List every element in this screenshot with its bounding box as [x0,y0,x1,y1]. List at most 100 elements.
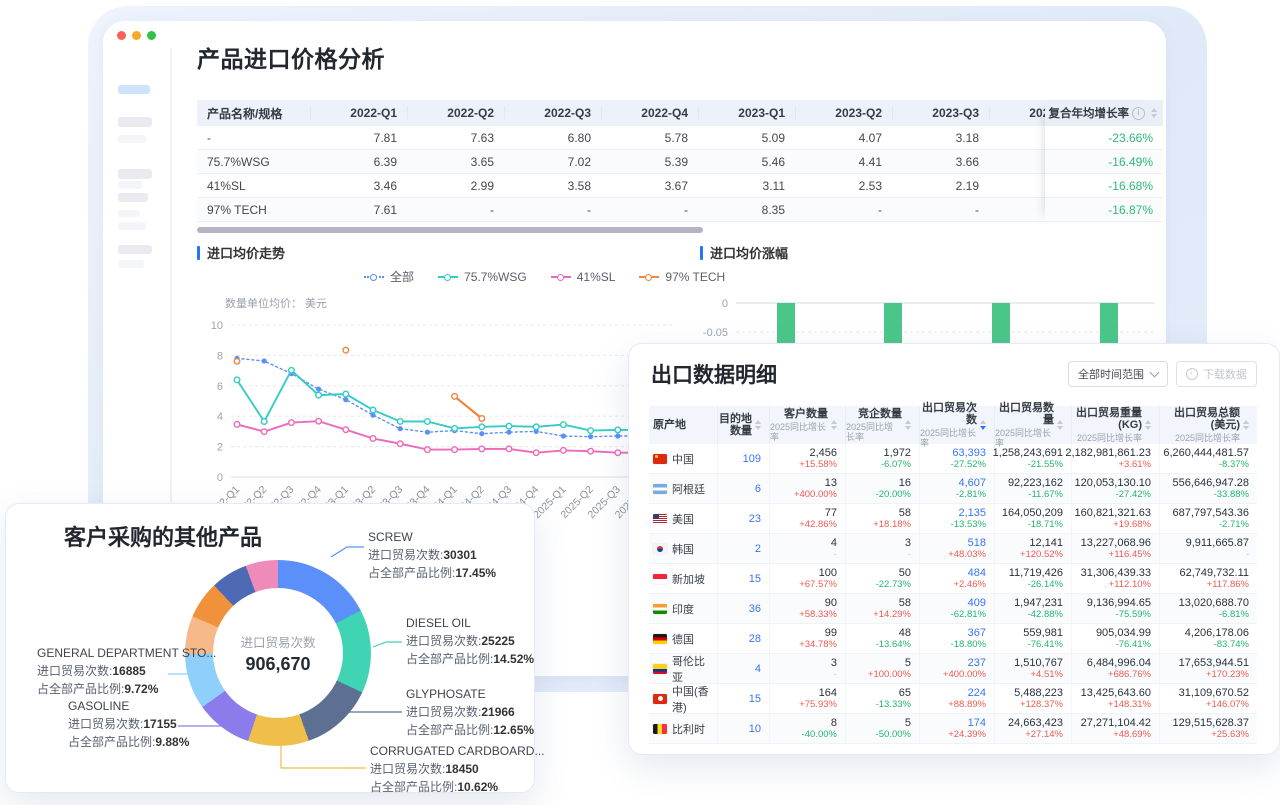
yoy-percent: - [833,669,837,680]
legend-item[interactable]: 41%SL [550,270,615,284]
legend-item[interactable]: 75.7%WSG [438,270,527,284]
slice-trades: 进口贸易次数:30301 [368,546,496,564]
slice-trades: 进口贸易次数:25225 [406,632,534,650]
sort-icon[interactable] [1243,420,1249,430]
column-header[interactable]: 2022-Q1 [310,106,407,120]
export-panel-header: 出口数据明细 全部时间范围 下载数据 [629,344,1279,397]
destination-count-link[interactable]: 36 [748,602,761,615]
column-header[interactable]: 2022-Q2 [407,106,504,120]
trade-times-link[interactable]: 518 [967,537,986,549]
value-cell: 1,510,767 +4.51% [994,654,1071,683]
time-range-select[interactable]: 全部时间范围 [1068,361,1168,387]
trade-times-link[interactable]: 409 [967,597,986,609]
legend-item[interactable]: 97% TECH [639,270,725,284]
cell-value: 16 [898,477,911,489]
column-header[interactable]: 目的地数量 [717,406,769,444]
value-cell: 224 +88.89% [919,684,994,713]
trade-times-link[interactable]: 63,393 [952,447,986,459]
column-header-sublabel: 2025同比增长率 [846,422,894,442]
maximize-window-icon[interactable] [147,31,156,40]
scrollbar-thumb[interactable] [197,227,703,233]
origin-cell: 比利时 [649,714,717,743]
origin-cell: 哥伦比亚 [649,654,717,684]
value-cell: 13,227,068.96 +116.45% [1071,534,1159,563]
trade-times-link[interactable]: 4,607 [958,477,986,489]
trade-times-link[interactable]: 2,135 [958,507,986,519]
yoy-percent: +24.39% [948,729,986,740]
yoy-percent: - [833,549,837,560]
cagr-cell: -16.87% [1045,198,1163,222]
column-header[interactable]: 2022-Q3 [504,106,601,120]
destination-count-link[interactable]: 10 [748,722,761,735]
column-header[interactable]: 出口贸易次数 2025同比增长率 [919,402,994,448]
value-cell: 92,223,162 -11.67% [994,474,1071,503]
export-panel-controls: 全部时间范围 下载数据 [1068,361,1257,387]
download-icon [1186,367,1198,380]
destination-count-link[interactable]: 6 [754,482,761,495]
yoy-percent: -21.55% [1027,459,1063,470]
value-cell: 237 +400.00% [919,654,994,683]
export-data-table: 原产地 目的地数量 客户数量 2025同比增长率 竞企数量 2025同比增长率 出口贸易次数… [649,402,1257,744]
destination-count-link[interactable]: 109 [742,452,761,465]
column-header[interactable]: 2023-Q1 [698,106,795,120]
sort-icon[interactable] [831,420,837,430]
trade-times-link[interactable]: 367 [967,627,986,639]
minimize-window-icon[interactable] [132,31,141,40]
destination-count-link[interactable]: 15 [748,692,761,705]
legend-marker [438,273,459,281]
sort-icon[interactable] [755,420,761,430]
value-cell: 559,981 -76.41% [994,624,1071,653]
cell-value: 9,136,994.65 [1086,597,1151,609]
column-header[interactable]: 产品名称/规格 [207,106,283,121]
column-header[interactable]: 出口贸易总额(美元) 2025同比增长率 [1159,406,1257,444]
column-header[interactable]: 出口贸易重量(KG) 2025同比增长率 [1071,406,1159,444]
flag-icon-co [653,663,667,674]
yoy-percent: +75.93% [799,699,837,710]
legend-item[interactable]: 全部 [364,268,414,285]
close-window-icon[interactable] [117,31,126,40]
sort-icon[interactable] [1057,420,1063,430]
yoy-percent: -42.88% [1027,609,1063,620]
cell-value: 556,646,947.28 [1172,477,1249,489]
destination-count-link[interactable]: 15 [748,572,761,585]
sort-icon[interactable] [1145,420,1151,430]
sort-icon[interactable] [1151,108,1157,118]
column-header[interactable]: 2022-Q4 [601,106,698,120]
yoy-percent: +116.45% [1108,549,1151,560]
column-header[interactable]: 客户数量 2025同比增长率 [769,406,845,444]
header-lines: 出口贸易数量 2025同比增长率 [995,402,1054,448]
data-point [315,417,323,425]
trade-times-link[interactable]: 224 [967,687,986,699]
header-lines: 目的地数量 [718,413,752,437]
column-header-label: 目的地数量 [719,413,752,437]
sort-down-caret [980,426,986,430]
yoy-percent: -76.41% [1115,639,1151,650]
slice-trades: 进口贸易次数:16885 [37,662,216,680]
product-name-cell: 97% TECH [207,202,267,217]
destination-count-link[interactable]: 4 [754,662,761,675]
skeleton-bar [118,117,152,127]
cagr-column-header[interactable]: 复合年均增长率 [1045,100,1163,126]
data-point [315,391,323,399]
donut-slice-label: GENERAL DEPARTMENT STO... 进口贸易次数:16885 占全部… [37,644,216,698]
column-header[interactable]: 2023-Q2 [795,106,892,120]
sort-down-caret [755,426,761,430]
destination-count-link[interactable]: 23 [748,512,761,525]
column-header[interactable]: 出口贸易数量 2025同比增长率 [994,402,1071,448]
value-cell: 1,972 -6.07% [845,444,919,473]
destination-count-link[interactable]: 28 [748,632,761,645]
trade-times-link[interactable]: 237 [967,657,986,669]
trade-times-link[interactable]: 484 [967,567,986,579]
window-controls [117,31,156,40]
column-header[interactable]: 2023-Q3 [892,106,989,120]
share-value: 9.72% [124,682,159,696]
change-chart-title-text: 进口均价涨幅 [710,246,789,261]
download-data-button[interactable]: 下载数据 [1176,361,1257,387]
column-header[interactable]: 2023-Q4 [989,106,1045,120]
sort-icon[interactable] [980,420,986,430]
destination-count-link[interactable]: 2 [754,542,761,555]
trade-times-link[interactable]: 174 [967,717,986,729]
slice-name: GLYPHOSATE [406,687,486,701]
column-header[interactable]: 竞企数量 2025同比增长率 [845,406,919,444]
sort-icon[interactable] [905,420,911,430]
